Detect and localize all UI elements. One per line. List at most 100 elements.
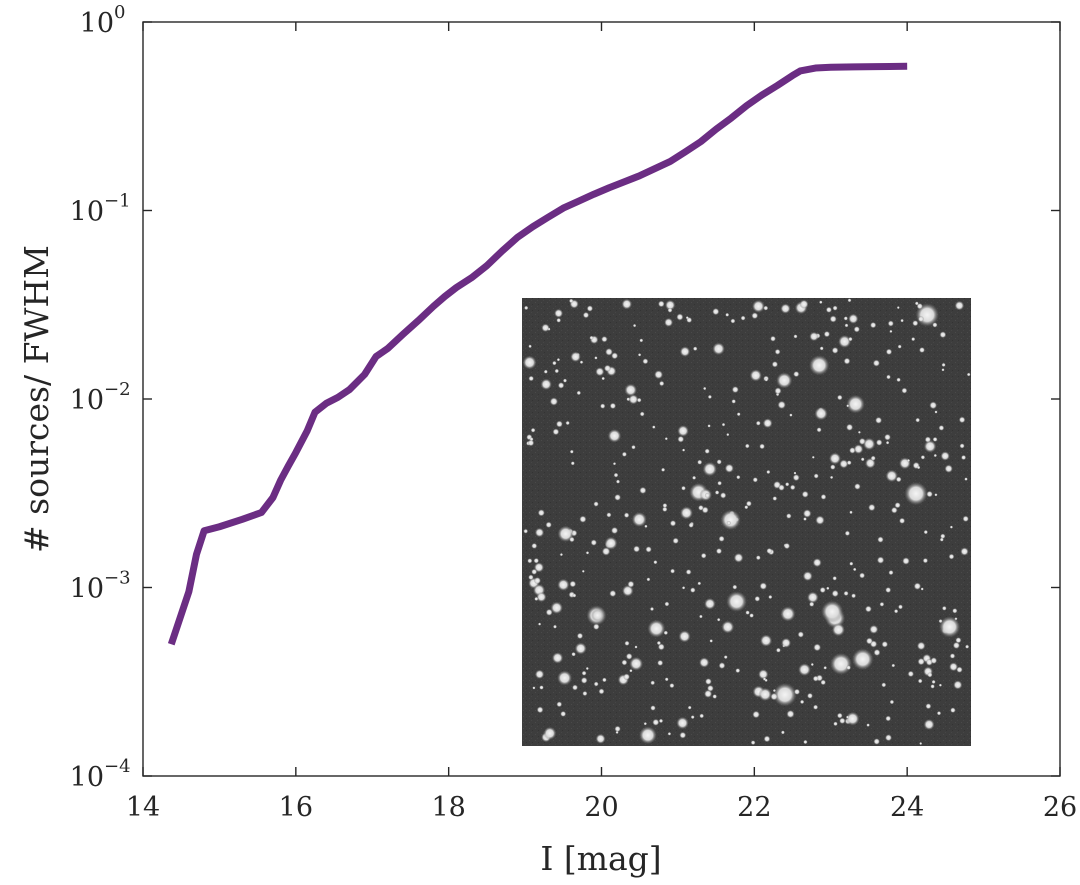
star-dot [926, 490, 933, 498]
star-dot [664, 317, 674, 327]
star-dot [776, 372, 793, 389]
star-dot [826, 586, 830, 590]
star-dot [662, 503, 668, 508]
star-dot [570, 351, 581, 363]
star-dot [634, 645, 638, 649]
star-dot [758, 687, 772, 702]
star-dot [555, 420, 563, 428]
star-dot [629, 656, 644, 671]
y-tick-label-base: 10 [70, 762, 104, 793]
star-dot [585, 551, 590, 555]
star-dot [698, 504, 704, 511]
star-dot [646, 577, 651, 582]
star-dot [868, 503, 876, 512]
star-field-inset-image [522, 298, 971, 746]
star-dot [941, 362, 946, 367]
star-dot [621, 659, 628, 666]
star-dot [557, 670, 573, 686]
star-dot [614, 725, 621, 733]
star-dot [556, 701, 563, 708]
star-dot [889, 699, 895, 705]
star-dot [875, 416, 883, 424]
star-dot [925, 703, 932, 710]
star-dot [568, 298, 574, 304]
star-dot [534, 596, 539, 602]
star-dot [793, 688, 801, 695]
star-dot [676, 716, 689, 730]
star-dot [823, 666, 827, 670]
star-dot [611, 352, 619, 360]
star-dot [816, 427, 822, 433]
star-dot [551, 652, 564, 664]
star-dot [570, 461, 575, 466]
star-dot [678, 630, 691, 643]
star-dot [685, 569, 692, 575]
star-dot [920, 455, 926, 460]
star-dot [886, 374, 891, 380]
star-dot [591, 608, 604, 622]
star-dot [873, 738, 880, 745]
star-dot [664, 437, 668, 441]
star-dot [681, 586, 686, 590]
star-dot [933, 453, 937, 458]
star-dot [901, 387, 908, 394]
star-dot [793, 371, 800, 378]
star-dot [768, 594, 773, 600]
star-dot [664, 677, 669, 682]
star-dot [534, 527, 545, 538]
star-dot [705, 678, 712, 685]
y-tick-label-exponent: −4 [104, 756, 131, 777]
star-dot [536, 591, 547, 603]
star-dot [916, 641, 926, 651]
star-dot [956, 666, 963, 673]
star-dot [763, 305, 769, 311]
star-dot [572, 684, 578, 691]
star-dot [912, 320, 919, 327]
star-dot [681, 485, 686, 491]
star-dot [669, 683, 675, 689]
star-dot [952, 641, 961, 650]
star-dot [894, 502, 901, 509]
star-dot [556, 317, 562, 323]
star-dot [603, 364, 612, 372]
star-dot [744, 443, 750, 449]
star-dot [652, 425, 656, 429]
star-dot [590, 539, 597, 546]
star-dot [959, 443, 965, 449]
star-dot [704, 689, 713, 698]
star-dot [529, 437, 534, 442]
star-dot [839, 717, 846, 724]
star-dot [965, 644, 970, 649]
star-dot [941, 605, 947, 611]
star-dot [948, 553, 955, 560]
star-dot [709, 639, 713, 643]
star-dot [853, 326, 860, 333]
star-dot [915, 417, 921, 423]
star-dot [836, 712, 843, 719]
star-dot [600, 403, 606, 409]
star-dot [715, 548, 723, 555]
star-dot [907, 670, 914, 678]
star-dot [552, 360, 557, 366]
star-dot [851, 648, 874, 670]
star-dot [802, 509, 812, 518]
star-dot [581, 670, 587, 676]
star-dot [778, 484, 785, 491]
y-tick-label-exponent: −2 [104, 379, 131, 400]
star-dot [676, 313, 684, 321]
star-dot [885, 734, 892, 742]
star-dot [702, 461, 717, 477]
star-dot [854, 483, 861, 490]
star-dot [667, 307, 673, 313]
star-dot [680, 506, 693, 520]
x-tick-label: 20 [584, 792, 618, 823]
star-dot [639, 411, 645, 417]
star-dot [940, 451, 950, 461]
star-dot [562, 378, 568, 383]
star-dot [848, 313, 859, 324]
star-dot [716, 459, 722, 465]
star-dot [545, 521, 552, 528]
star-dot [720, 509, 741, 531]
star-dot [863, 437, 876, 451]
star-dot [830, 652, 852, 675]
